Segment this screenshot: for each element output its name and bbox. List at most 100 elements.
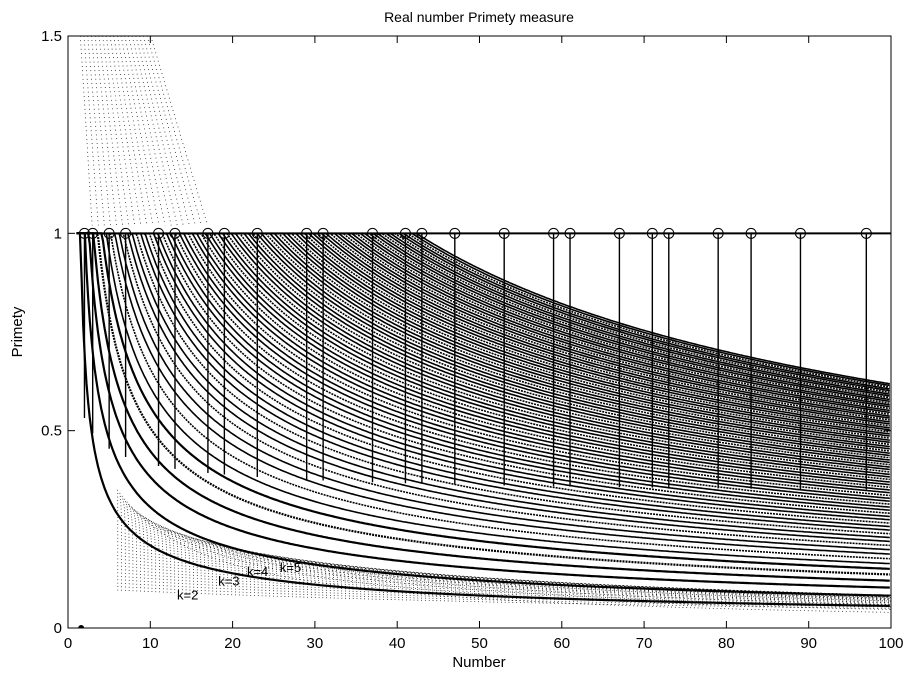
prime-marker — [301, 227, 313, 239]
primety-curve — [76, 232, 890, 500]
prime-marker — [169, 227, 181, 239]
primety-curve — [76, 232, 890, 497]
dotted-curve — [117, 568, 891, 602]
primety-curve — [76, 232, 890, 565]
prime-marker — [87, 227, 99, 239]
curve-label: k=4 — [247, 564, 268, 579]
primety-curve — [76, 232, 890, 515]
prime-marker — [548, 227, 560, 239]
primety-curve — [76, 232, 890, 446]
primety-curve — [76, 232, 890, 539]
x-tick-label: 10 — [142, 635, 159, 652]
prime-marker — [367, 227, 379, 239]
dotted-curve-top — [94, 36, 117, 226]
prime-marker — [78, 227, 90, 239]
prime-marker — [202, 227, 214, 239]
primety-curve — [76, 232, 890, 543]
x-tick-label: 60 — [553, 635, 570, 652]
primety-curve — [76, 232, 890, 483]
dotted-curve — [117, 555, 891, 598]
x-tick-label: 40 — [389, 635, 406, 652]
dotted-curve — [117, 548, 891, 597]
x-axis: 0 10 20 30 40 50 60 70 80 90 100 — [64, 36, 904, 652]
x-tick-label: 0 — [64, 635, 72, 652]
y-tick-label: 1.5 — [41, 28, 62, 45]
dotted-curve-top — [135, 36, 184, 226]
prime-marker — [103, 227, 115, 239]
x-tick-label: 80 — [718, 635, 735, 652]
prime-marker — [794, 227, 806, 239]
dotted-curve — [117, 499, 891, 606]
y-tick-label: 1 — [54, 225, 62, 242]
y-tick-label: 0.5 — [41, 423, 62, 440]
dotted-curve-top — [98, 36, 123, 226]
primety-curve — [76, 232, 890, 582]
x-tick-label: 90 — [800, 635, 817, 652]
primety-curve — [76, 232, 890, 486]
dotted-curve-top — [146, 36, 202, 226]
primety-curve — [76, 232, 890, 494]
prime-marker — [449, 227, 461, 239]
primety-curve — [76, 232, 890, 528]
dotted-curve — [117, 558, 891, 599]
primety-curve — [76, 232, 890, 551]
dotted-curve — [117, 562, 891, 600]
prime-marker — [218, 227, 230, 239]
dotted-curve-top — [113, 36, 148, 226]
curve-label: k=2 — [177, 587, 198, 602]
primety-curve — [76, 232, 890, 508]
prime-marker — [251, 227, 263, 239]
dotted-curve-top — [120, 36, 160, 226]
dotted-curve-top — [131, 36, 178, 226]
primety-curve — [76, 232, 890, 524]
primety-curve — [76, 232, 890, 547]
primety-curve — [76, 232, 890, 518]
prime-marker — [663, 227, 675, 239]
data-point — [78, 625, 85, 628]
primety-curve — [76, 232, 890, 511]
primety-curve — [76, 232, 890, 459]
x-tick-label: 100 — [878, 635, 903, 652]
prime-marker — [399, 227, 411, 239]
plot-area — [76, 36, 891, 628]
dotted-curve-top — [109, 36, 142, 226]
x-tick-label: 50 — [471, 635, 488, 652]
prime-marker — [120, 227, 132, 239]
chart-title: Real number Primety measure — [384, 9, 574, 25]
prime-marker — [745, 227, 757, 239]
dotted-curve — [117, 551, 891, 598]
prime-marker — [317, 227, 329, 239]
y-axis-label: Primety — [9, 306, 26, 357]
dotted-curve-top — [79, 36, 93, 226]
dotted-curve — [117, 544, 891, 597]
dotted-curve-top — [87, 36, 105, 226]
primety-curve — [76, 232, 890, 589]
dotted-curve-top — [128, 36, 172, 226]
primety-curve — [76, 232, 890, 502]
curve-label: k=3 — [218, 574, 239, 589]
dotted-curve — [117, 489, 891, 613]
primety-curve — [76, 232, 890, 521]
primety-curve — [76, 232, 890, 491]
dotted-curve — [117, 572, 891, 603]
prime-marker — [416, 227, 428, 239]
dotted-curve — [117, 510, 891, 600]
x-tick-label: 70 — [636, 635, 653, 652]
prime-marker — [646, 227, 658, 239]
prime-marker — [613, 227, 625, 239]
x-tick-label: 20 — [224, 635, 241, 652]
dotted-curve-top — [91, 36, 111, 226]
curve-annotations: k=2 k=3 k=4 k=5 — [177, 560, 301, 603]
primety-curve — [76, 232, 890, 576]
primety-curve — [76, 232, 890, 531]
primety-curve — [76, 232, 890, 505]
dotted-curve-top — [139, 36, 190, 226]
primety-curve — [76, 232, 890, 535]
dotted-curve — [117, 493, 891, 610]
primety-curve — [76, 232, 890, 607]
dotted-curve — [117, 517, 891, 598]
x-axis-label: Number — [452, 654, 505, 671]
y-tick-label: 0 — [54, 620, 62, 637]
primety-curve — [76, 232, 890, 555]
x-tick-label: 30 — [307, 635, 324, 652]
